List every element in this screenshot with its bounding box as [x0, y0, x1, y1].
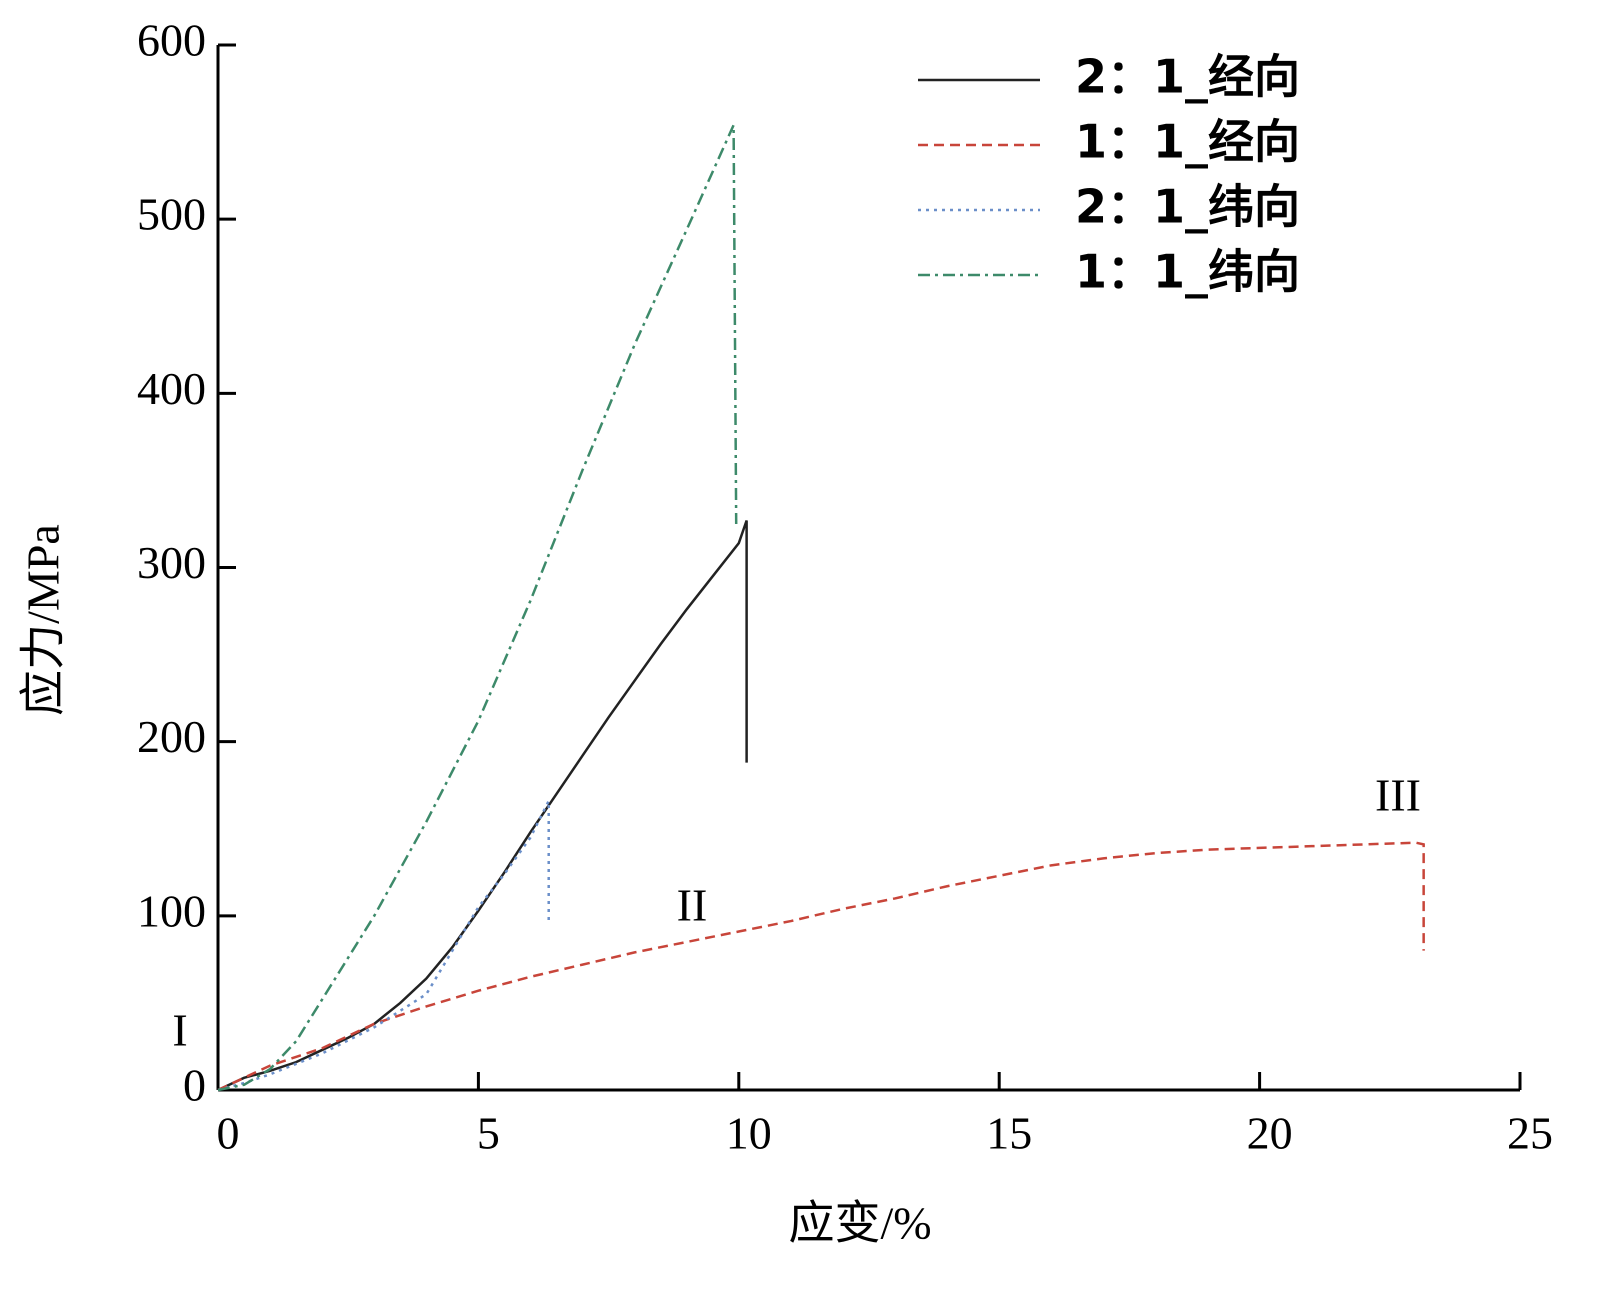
x-axis-label: 应变/% — [788, 1198, 931, 1249]
y-tick-label: 400 — [137, 363, 206, 414]
annotation: II — [677, 880, 708, 931]
y-tick-label: 300 — [137, 537, 206, 588]
series-line — [217, 841, 1425, 1092]
y-axis-label: 应力/MPa — [18, 524, 69, 716]
y-tick-label: 0 — [183, 1060, 206, 1111]
y-tick-label: 500 — [137, 189, 206, 240]
legend-label: 2：1_纬向 — [1075, 180, 1300, 234]
series-line — [217, 124, 738, 1092]
legend-label: 1：1_经向 — [1075, 115, 1300, 169]
series-line — [217, 520, 748, 1092]
series-line — [217, 800, 550, 1092]
y-tick-label: 100 — [137, 885, 206, 936]
x-tick-label: 0 — [217, 1108, 240, 1159]
x-tick-label: 15 — [986, 1108, 1032, 1159]
legend-label: 2：1_经向 — [1075, 50, 1300, 104]
x-tick-label: 20 — [1247, 1108, 1293, 1159]
x-tick-label: 25 — [1507, 1108, 1553, 1159]
legend-label: 1：1_纬向 — [1075, 245, 1300, 299]
x-tick-label: 5 — [477, 1108, 500, 1159]
annotation: III — [1375, 770, 1421, 821]
x-tick-label: 10 — [726, 1108, 772, 1159]
y-tick-label: 200 — [137, 711, 206, 762]
annotation: I — [172, 1005, 187, 1056]
y-tick-label: 600 — [137, 15, 206, 66]
